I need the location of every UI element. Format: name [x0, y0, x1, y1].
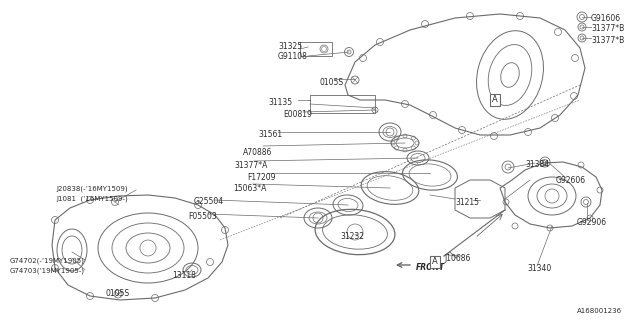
Text: A: A — [492, 95, 498, 105]
Text: J20838(-’16MY1509): J20838(-’16MY1509) — [56, 185, 127, 191]
Bar — [310, 95, 375, 113]
Text: 0105S: 0105S — [320, 78, 344, 87]
Text: J1081  (’16MY1509-): J1081 (’16MY1509-) — [56, 196, 128, 203]
Text: G74702(-’19MY1905): G74702(-’19MY1905) — [10, 258, 85, 265]
Text: G92606: G92606 — [556, 176, 586, 185]
Text: G25504: G25504 — [194, 197, 224, 206]
Text: G74703(’19MY1905-): G74703(’19MY1905-) — [10, 268, 85, 275]
Text: F17209: F17209 — [247, 173, 275, 182]
Text: 31215: 31215 — [455, 198, 479, 207]
Text: F05503: F05503 — [188, 212, 217, 221]
Text: 13118: 13118 — [172, 271, 196, 280]
Text: 31325: 31325 — [278, 42, 302, 51]
Text: 31377*A: 31377*A — [234, 161, 268, 170]
Text: G92906: G92906 — [577, 218, 607, 227]
Text: 31135: 31135 — [268, 98, 292, 107]
Text: 31561: 31561 — [258, 130, 282, 139]
Text: A168001236: A168001236 — [577, 308, 622, 314]
Text: 31384: 31384 — [525, 160, 549, 169]
Text: 0105S: 0105S — [105, 289, 129, 298]
Bar — [300, 42, 332, 56]
Text: 31340: 31340 — [527, 264, 551, 273]
Text: J10686: J10686 — [444, 254, 470, 263]
Text: G91606: G91606 — [591, 14, 621, 23]
Text: 31377*B: 31377*B — [591, 24, 624, 33]
Text: FRONT: FRONT — [416, 263, 445, 273]
Text: G91108: G91108 — [278, 52, 308, 61]
Text: 31377*B: 31377*B — [591, 36, 624, 45]
Text: E00819: E00819 — [283, 110, 312, 119]
Text: 15063*A: 15063*A — [233, 184, 266, 193]
Text: A: A — [432, 258, 438, 267]
Text: A70886: A70886 — [243, 148, 273, 157]
Text: 31232: 31232 — [340, 232, 364, 241]
